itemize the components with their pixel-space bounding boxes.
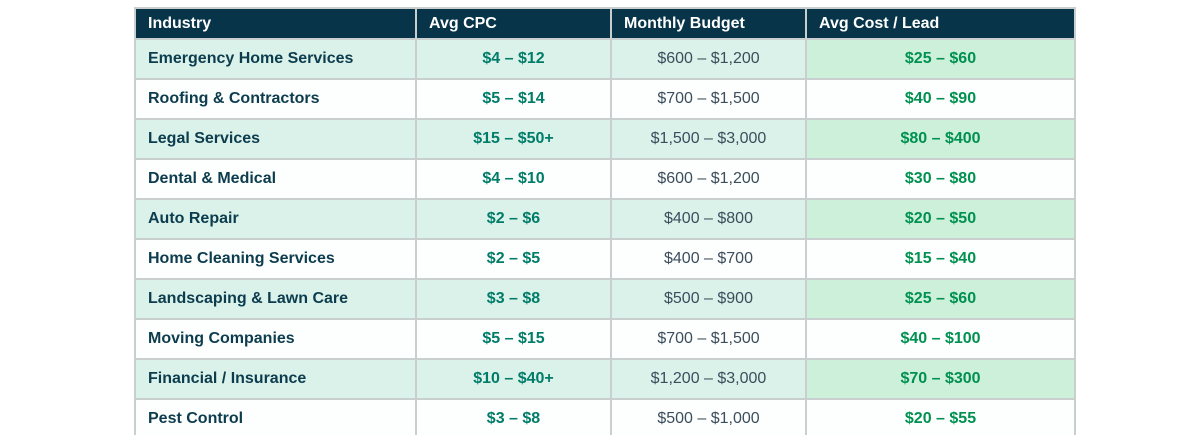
industry-cell: Pest Control [134,398,417,435]
industry-cell: Moving Companies [134,318,417,360]
avg-cpc-cell: $5 – $15 [415,318,612,360]
monthly-budget-cell: $1,500 – $3,000 [610,118,807,160]
avg-cpc-cell: $4 – $10 [415,158,612,200]
monthly-budget-cell: $500 – $1,000 [610,398,807,435]
monthly-budget-cell: $400 – $800 [610,198,807,240]
avg-cpc-cell: $3 – $8 [415,398,612,435]
avg-cpc-cell: $10 – $40+ [415,358,612,400]
monthly-budget-cell: $600 – $1,200 [610,38,807,80]
avg-cpc-cell: $5 – $14 [415,78,612,120]
industry-cell: Home Cleaning Services [134,238,417,280]
header-industry: Industry [134,7,417,40]
table-row: Dental & Medical $4 – $10 $600 – $1,200 … [134,158,1076,200]
monthly-budget-cell: $500 – $900 [610,278,807,320]
avg-cost-lead-cell: $80 – $400 [805,118,1076,160]
industry-cell: Roofing & Contractors [134,78,417,120]
avg-cost-lead-cell: $25 – $60 [805,38,1076,80]
monthly-budget-cell: $700 – $1,500 [610,318,807,360]
table-row: Emergency Home Services $4 – $12 $600 – … [134,38,1076,80]
monthly-budget-cell: $700 – $1,500 [610,78,807,120]
avg-cost-lead-cell: $30 – $80 [805,158,1076,200]
avg-cost-lead-cell: $20 – $50 [805,198,1076,240]
avg-cpc-cell: $2 – $6 [415,198,612,240]
avg-cpc-cell: $2 – $5 [415,238,612,280]
industry-cpc-table: Industry Avg CPC Monthly Budget Avg Cost… [134,7,1076,435]
avg-cpc-cell: $15 – $50+ [415,118,612,160]
industry-cell: Auto Repair [134,198,417,240]
avg-cost-lead-cell: $40 – $90 [805,78,1076,120]
table-row: Home Cleaning Services $2 – $5 $400 – $7… [134,238,1076,280]
table-row: Auto Repair $2 – $6 $400 – $800 $20 – $5… [134,198,1076,240]
monthly-budget-cell: $400 – $700 [610,238,807,280]
avg-cpc-cell: $3 – $8 [415,278,612,320]
table-row: Moving Companies $5 – $15 $700 – $1,500 … [134,318,1076,360]
monthly-budget-cell: $1,200 – $3,000 [610,358,807,400]
industry-cell: Emergency Home Services [134,38,417,80]
table-row: Financial / Insurance $10 – $40+ $1,200 … [134,358,1076,400]
header-avg-cost-lead: Avg Cost / Lead [805,7,1076,40]
avg-cost-lead-cell: $40 – $100 [805,318,1076,360]
header-monthly-budget: Monthly Budget [610,7,807,40]
industry-cell: Dental & Medical [134,158,417,200]
header-avg-cpc: Avg CPC [415,7,612,40]
monthly-budget-cell: $600 – $1,200 [610,158,807,200]
avg-cost-lead-cell: $70 – $300 [805,358,1076,400]
avg-cpc-cell: $4 – $12 [415,38,612,80]
industry-cell: Financial / Insurance [134,358,417,400]
table-row: Landscaping & Lawn Care $3 – $8 $500 – $… [134,278,1076,320]
industry-cell: Legal Services [134,118,417,160]
table-row: Roofing & Contractors $5 – $14 $700 – $1… [134,78,1076,120]
avg-cost-lead-cell: $15 – $40 [805,238,1076,280]
header-row: Industry Avg CPC Monthly Budget Avg Cost… [134,7,1076,40]
avg-cost-lead-cell: $25 – $60 [805,278,1076,320]
industry-cell: Landscaping & Lawn Care [134,278,417,320]
table-row: Legal Services $15 – $50+ $1,500 – $3,00… [134,118,1076,160]
table-row: Pest Control $3 – $8 $500 – $1,000 $20 –… [134,398,1076,435]
avg-cost-lead-cell: $20 – $55 [805,398,1076,435]
